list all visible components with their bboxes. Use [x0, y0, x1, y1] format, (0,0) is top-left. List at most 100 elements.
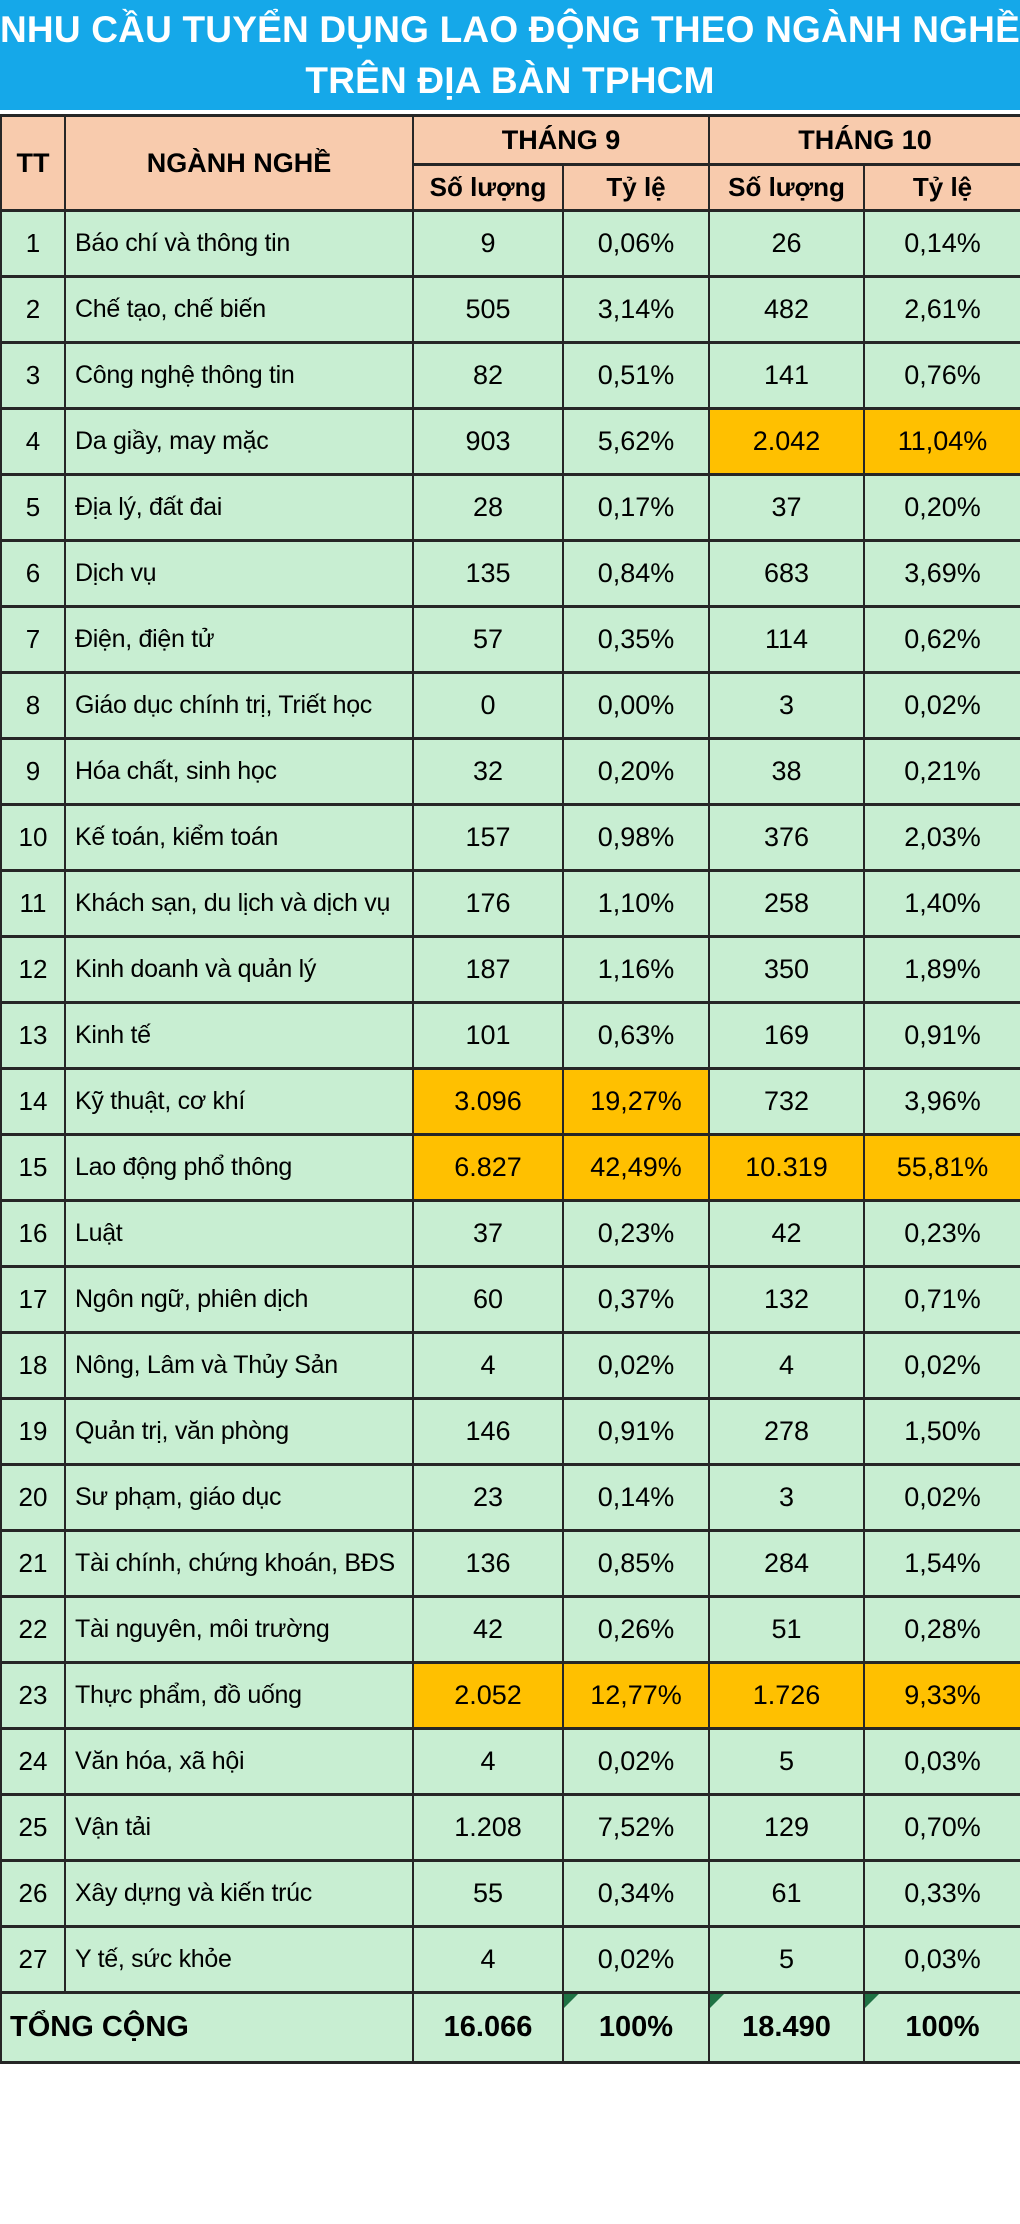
month10-rate-cell: 0,71% — [863, 1265, 1020, 1334]
row-index-cell: 13 — [0, 1001, 66, 1070]
table-row: 26 Xây dựng và kiến trúc 55 0,34% 61 0,33% — [0, 1859, 1020, 1928]
month9-quantity-cell: 2.052 — [412, 1661, 564, 1730]
month10-rate-cell: 0,02% — [863, 671, 1020, 740]
month9-rate-cell: 0,37% — [561, 1265, 711, 1334]
month10-quantity-cell: 141 — [708, 341, 866, 410]
month10-quantity-cell: 10.319 — [708, 1133, 866, 1202]
month10-quantity-cell: 2.042 — [708, 407, 866, 476]
industry-cell: Ngôn ngữ, phiên dịch — [64, 1265, 414, 1334]
month10-quantity-cell: 3 — [708, 1463, 866, 1532]
month9-rate-cell: 0,34% — [561, 1859, 711, 1928]
table-row: 5 Địa lý, đất đai 28 0,17% 37 0,20% — [0, 473, 1020, 542]
month9-quantity-cell: 146 — [412, 1397, 564, 1466]
header-month9: THÁNG 9 — [411, 114, 711, 166]
row-index-cell: 19 — [0, 1397, 66, 1466]
table-row: 20 Sư phạm, giáo dục 23 0,14% 3 0,02% — [0, 1463, 1020, 1532]
month9-quantity-cell: 135 — [412, 539, 564, 608]
total-month9-rate-cell: 100% — [561, 1991, 711, 2064]
month10-quantity-cell: 169 — [708, 1001, 866, 1070]
month10-quantity-cell: 732 — [708, 1067, 866, 1136]
month9-rate-cell: 12,77% — [561, 1661, 711, 1730]
month10-quantity-cell: 114 — [708, 605, 866, 674]
row-index-cell: 25 — [0, 1793, 66, 1862]
month10-rate-cell: 0,76% — [863, 341, 1020, 410]
month9-rate-cell: 0,00% — [561, 671, 711, 740]
month10-quantity-cell: 132 — [708, 1265, 866, 1334]
table-row: 25 Vận tải 1.208 7,52% 129 0,70% — [0, 1793, 1020, 1862]
month10-quantity-cell: 61 — [708, 1859, 866, 1928]
month9-quantity-cell: 6.827 — [412, 1133, 564, 1202]
month9-rate-cell: 7,52% — [561, 1793, 711, 1862]
table-row: 14 Kỹ thuật, cơ khí 3.096 19,27% 732 3,96% — [0, 1067, 1020, 1136]
industry-cell: Y tế, sức khỏe — [64, 1925, 414, 1994]
month9-rate-cell: 0,85% — [561, 1529, 711, 1598]
month9-quantity-cell: 1.208 — [412, 1793, 564, 1862]
header-industry: NGÀNH NGHỀ — [64, 114, 414, 212]
industry-cell: Xây dựng và kiến trúc — [64, 1859, 414, 1928]
month9-quantity-cell: 82 — [412, 341, 564, 410]
row-index-cell: 21 — [0, 1529, 66, 1598]
industry-cell: Kinh doanh và quản lý — [64, 935, 414, 1004]
table-row: 16 Luật 37 0,23% 42 0,23% — [0, 1199, 1020, 1268]
industry-cell: Khách sạn, du lịch và dịch vụ — [64, 869, 414, 938]
industry-cell: Điện, điện tử — [64, 605, 414, 674]
month10-rate-cell: 0,23% — [863, 1199, 1020, 1268]
industry-cell: Nông, Lâm và Thủy Sản — [64, 1331, 414, 1400]
month9-rate-cell: 0,17% — [561, 473, 711, 542]
month10-quantity-cell: 278 — [708, 1397, 866, 1466]
row-index-cell: 23 — [0, 1661, 66, 1730]
row-index-cell: 17 — [0, 1265, 66, 1334]
row-index-cell: 6 — [0, 539, 66, 608]
industry-cell: Kế toán, kiểm toán — [64, 803, 414, 872]
table-row: 12 Kinh doanh và quản lý 187 1,16% 350 1,89% — [0, 935, 1020, 1004]
industry-cell: Giáo dục chính trị, Triết học — [64, 671, 414, 740]
month9-rate-cell: 0,51% — [561, 341, 711, 410]
industry-cell: Báo chí và thông tin — [64, 209, 414, 278]
month9-quantity-cell: 57 — [412, 605, 564, 674]
month10-rate-cell: 2,61% — [863, 275, 1020, 344]
month9-quantity-cell: 903 — [412, 407, 564, 476]
table-row: 22 Tài nguyên, môi trường 42 0,26% 51 0,28% — [0, 1595, 1020, 1664]
total-month10-quantity-cell: 18.490 — [708, 1991, 866, 2064]
table-row: 9 Hóa chất, sinh học 32 0,20% 38 0,21% — [0, 737, 1020, 806]
month9-quantity-cell: 60 — [412, 1265, 564, 1334]
row-index-cell: 18 — [0, 1331, 66, 1400]
total-label-cell: TỔNG CỘNG — [0, 1991, 414, 2064]
row-index-cell: 16 — [0, 1199, 66, 1268]
month9-quantity-cell: 157 — [412, 803, 564, 872]
month9-rate-cell: 0,14% — [561, 1463, 711, 1532]
month9-quantity-cell: 0 — [412, 671, 564, 740]
industry-cell: Quản trị, văn phòng — [64, 1397, 414, 1466]
total-row: TỔNG CỘNG 16.066 100% 18.490 100% — [0, 1991, 1020, 2064]
industry-cell: Luật — [64, 1199, 414, 1268]
industry-cell: Vận tải — [64, 1793, 414, 1862]
month9-rate-cell: 0,91% — [561, 1397, 711, 1466]
month10-rate-cell: 1,89% — [863, 935, 1020, 1004]
month9-quantity-cell: 3.096 — [412, 1067, 564, 1136]
table-row: 6 Dịch vụ 135 0,84% 683 3,69% — [0, 539, 1020, 608]
total-month10-rate-cell: 100% — [863, 1991, 1020, 2064]
row-index-cell: 10 — [0, 803, 66, 872]
month9-rate-cell: 0,98% — [561, 803, 711, 872]
total-month9-quantity-cell: 16.066 — [412, 1991, 564, 2064]
month10-rate-cell: 0,14% — [863, 209, 1020, 278]
row-index-cell: 26 — [0, 1859, 66, 1928]
table-footer: TỔNG CỘNG 16.066 100% 18.490 100% — [0, 1991, 1020, 2064]
month9-rate-cell: 5,62% — [561, 407, 711, 476]
month9-rate-cell: 3,14% — [561, 275, 711, 344]
month10-rate-cell: 0,20% — [863, 473, 1020, 542]
industry-cell: Địa lý, đất đai — [64, 473, 414, 542]
row-index-cell: 9 — [0, 737, 66, 806]
row-index-cell: 8 — [0, 671, 66, 740]
month10-quantity-cell: 258 — [708, 869, 866, 938]
title-line-2: TRÊN ĐỊA BÀN TPHCM — [305, 60, 715, 101]
month10-rate-cell: 3,69% — [863, 539, 1020, 608]
header-month9-rate: Tỷ lệ — [561, 163, 711, 212]
row-index-cell: 14 — [0, 1067, 66, 1136]
month9-rate-cell: 0,84% — [561, 539, 711, 608]
industry-cell: Văn hóa, xã hội — [64, 1727, 414, 1796]
month9-rate-cell: 0,26% — [561, 1595, 711, 1664]
industry-cell: Chế tạo, chế biến — [64, 275, 414, 344]
row-index-cell: 1 — [0, 209, 66, 278]
